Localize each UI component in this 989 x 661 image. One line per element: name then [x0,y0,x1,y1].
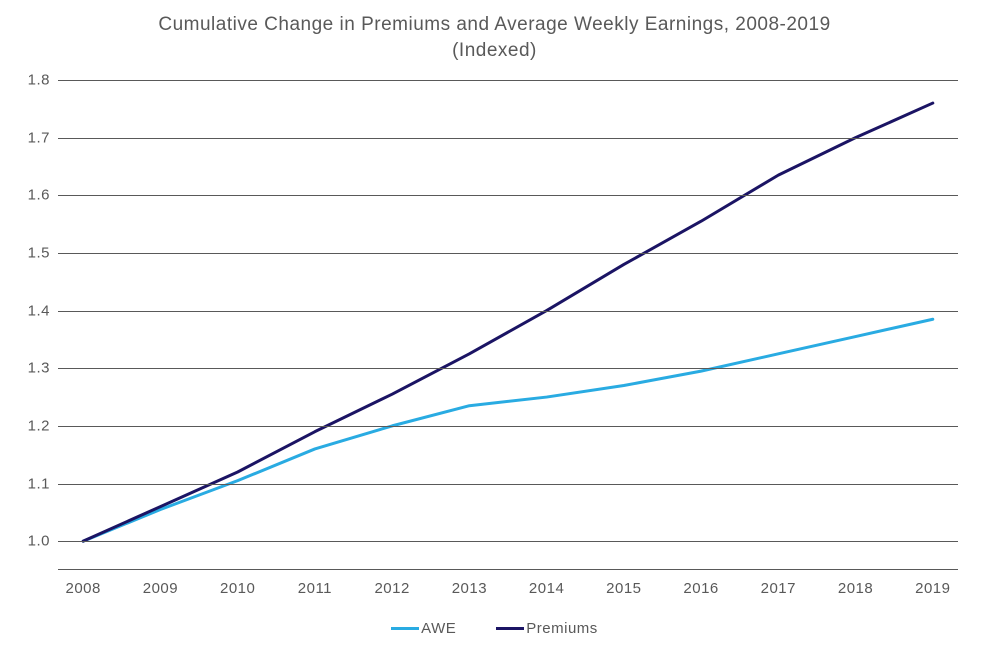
y-tick-label: 1.7 [10,129,50,146]
x-tick-label: 2008 [66,580,101,597]
legend-swatch [496,627,524,630]
legend-swatch [391,627,419,630]
gridline [58,195,958,196]
plot-area: 1.01.11.21.31.41.51.61.71.82008200920102… [58,80,958,570]
y-tick-label: 1.5 [10,244,50,261]
chart-title: Cumulative Change in Premiums and Averag… [0,12,989,64]
x-tick-label: 2015 [606,580,641,597]
legend-item-premiums: Premiums [496,620,598,637]
gridline [58,80,958,81]
y-tick-label: 1.6 [10,187,50,204]
y-tick-label: 1.3 [10,360,50,377]
gridline [58,311,958,312]
x-tick-label: 2009 [143,580,178,597]
series-line-premiums [83,103,933,541]
x-tick-label: 2016 [683,580,718,597]
x-tick-label: 2014 [529,580,564,597]
x-tick-label: 2018 [838,580,873,597]
y-tick-label: 1.4 [10,302,50,319]
y-tick-label: 1.2 [10,417,50,434]
gridline [58,541,958,542]
chart-title-text: Cumulative Change in Premiums and Averag… [158,14,830,61]
gridline [58,426,958,427]
gridline [58,253,958,254]
x-tick-label: 2019 [915,580,950,597]
x-tick-label: 2017 [761,580,796,597]
x-tick-label: 2011 [298,580,332,597]
x-tick-label: 2010 [220,580,255,597]
x-axis-line [58,569,958,570]
legend-item-awe: AWE [391,620,456,637]
y-tick-label: 1.1 [10,475,50,492]
legend: AWE Premiums [0,620,989,637]
chart-lines-svg [58,80,958,570]
gridline [58,368,958,369]
gridline [58,138,958,139]
x-tick-label: 2013 [452,580,487,597]
y-tick-label: 1.8 [10,72,50,89]
legend-label: Premiums [526,620,598,637]
series-line-awe [83,319,933,541]
legend-label: AWE [421,620,456,637]
gridline [58,484,958,485]
x-tick-label: 2012 [374,580,409,597]
y-tick-label: 1.0 [10,533,50,550]
chart-container: Cumulative Change in Premiums and Averag… [0,0,989,661]
